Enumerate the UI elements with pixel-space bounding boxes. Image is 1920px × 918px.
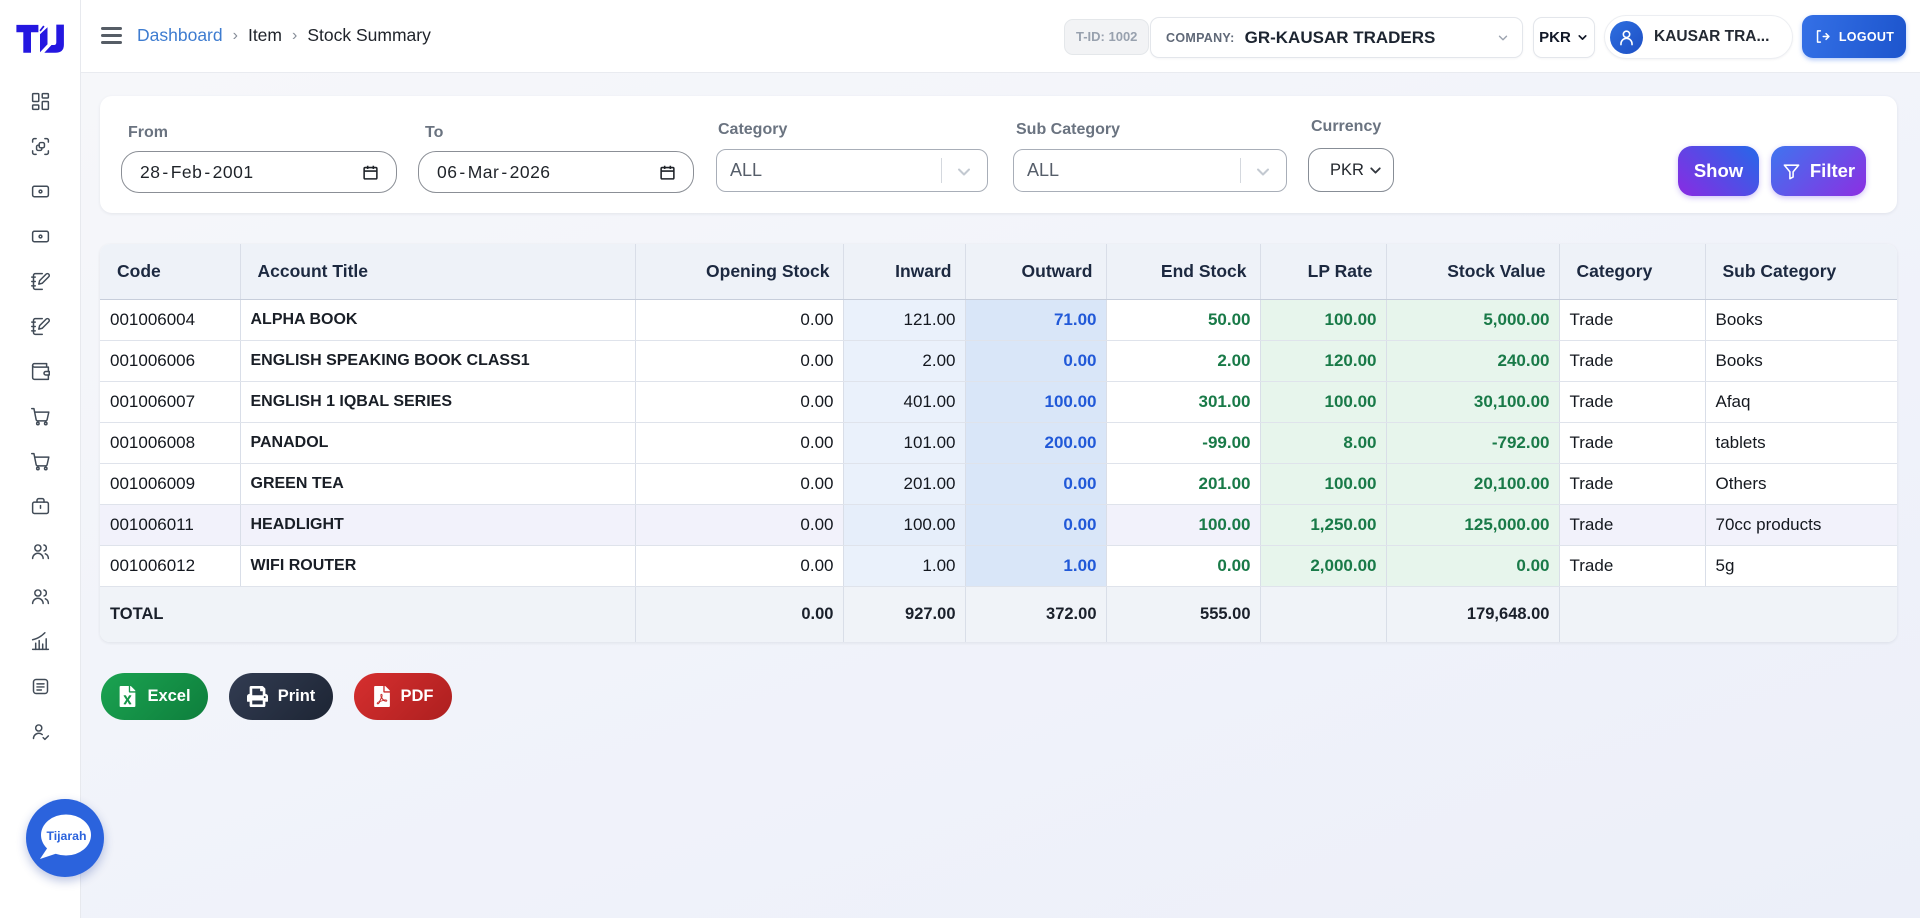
svg-text:Tijarah: Tijarah <box>46 829 86 843</box>
